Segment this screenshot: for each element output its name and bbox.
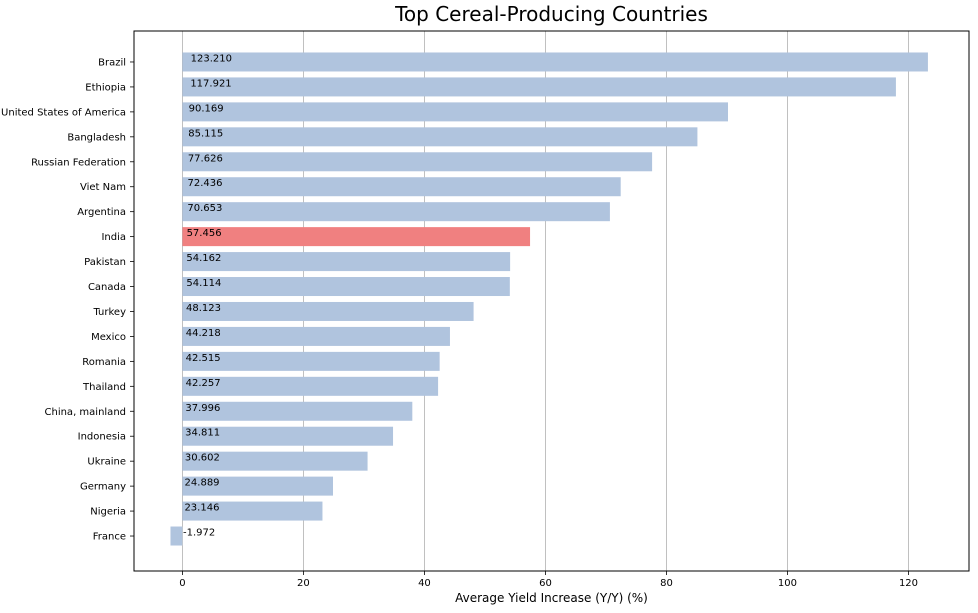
bar xyxy=(182,301,474,321)
x-tick-label: 120 xyxy=(899,578,918,589)
y-tick-label: Romania xyxy=(82,357,126,368)
bar xyxy=(170,526,183,546)
value-label: 23.146 xyxy=(184,503,219,514)
bar xyxy=(182,426,394,446)
bar xyxy=(182,102,728,122)
value-label: 42.515 xyxy=(186,353,221,364)
bar xyxy=(182,277,510,297)
plot-frame xyxy=(133,30,970,572)
x-tick-label: 20 xyxy=(297,578,310,589)
y-tick-label: Pakistan xyxy=(84,257,126,268)
y-tick-label: Argentina xyxy=(77,207,126,218)
value-label: 77.626 xyxy=(188,153,223,164)
value-label: 48.123 xyxy=(186,303,221,314)
bar xyxy=(182,501,323,521)
bar xyxy=(182,252,511,272)
value-label: 57.456 xyxy=(187,228,222,239)
y-tick-label: Germany xyxy=(80,482,126,493)
bar xyxy=(182,152,653,172)
x-tick-label: 60 xyxy=(539,578,552,589)
value-label: 24.889 xyxy=(185,478,220,489)
value-label: 44.218 xyxy=(186,328,221,339)
value-label: 117.921 xyxy=(190,78,231,89)
y-tick-label: Brazil xyxy=(98,57,126,68)
value-label: 85.115 xyxy=(188,128,223,139)
y-tick-label: Mexico xyxy=(91,332,126,343)
y-axis-ticks: Brazil Ethiopia United States of America Ba… xyxy=(1,57,134,543)
value-label: 34.811 xyxy=(185,428,220,439)
bar xyxy=(182,451,368,471)
chart-title: Top Cereal-Producing Countries xyxy=(394,2,708,26)
y-tick-label: Viet Nam xyxy=(80,182,126,193)
value-label: 90.169 xyxy=(189,103,224,114)
y-tick-label: China, mainland xyxy=(45,407,127,418)
bar xyxy=(182,326,450,346)
value-label: 42.257 xyxy=(186,378,221,389)
bars xyxy=(170,52,928,546)
y-tick-label: Ukraine xyxy=(87,457,126,468)
x-axis-label: Average Yield Increase (Y/Y) (%) xyxy=(455,591,648,605)
x-tick-label: 0 xyxy=(179,578,185,589)
value-label: 54.114 xyxy=(186,278,221,289)
y-tick-label: Thailand xyxy=(82,382,126,393)
y-tick-label: Canada xyxy=(88,282,126,293)
bar xyxy=(182,77,896,97)
y-tick-label: Russian Federation xyxy=(31,157,126,168)
y-tick-label: Turkey xyxy=(92,307,126,318)
x-tick-label: 100 xyxy=(778,578,797,589)
y-tick-label: India xyxy=(101,232,126,243)
bar xyxy=(182,476,334,496)
value-label: 70.653 xyxy=(187,203,222,214)
x-tick-label: 40 xyxy=(418,578,431,589)
bar xyxy=(182,52,928,72)
y-tick-label: France xyxy=(93,532,126,543)
y-tick-label: Ethiopia xyxy=(85,82,126,93)
bar xyxy=(182,401,413,421)
value-label: 123.210 xyxy=(191,53,232,64)
value-labels: 123.210 117.921 90.169 85.115 77.626 72.436 70… xyxy=(183,53,232,538)
bar xyxy=(182,127,698,147)
x-axis-ticks: 0 20 40 60 80 100 120 xyxy=(179,571,918,589)
bar xyxy=(182,202,610,222)
bar xyxy=(182,376,439,396)
value-label: 37.996 xyxy=(185,403,220,414)
x-tick-label: 80 xyxy=(660,578,673,589)
value-label: -1.972 xyxy=(183,528,215,539)
y-tick-label: Indonesia xyxy=(78,432,126,443)
bar xyxy=(182,227,531,247)
value-label: 30.602 xyxy=(185,453,220,464)
bar xyxy=(182,177,621,197)
value-label: 54.162 xyxy=(186,253,221,264)
y-tick-label: Bangladesh xyxy=(67,132,126,143)
bar xyxy=(182,351,440,371)
y-tick-label: United States of America xyxy=(1,107,126,118)
value-label: 72.436 xyxy=(187,178,222,189)
y-tick-label: Nigeria xyxy=(90,507,126,518)
